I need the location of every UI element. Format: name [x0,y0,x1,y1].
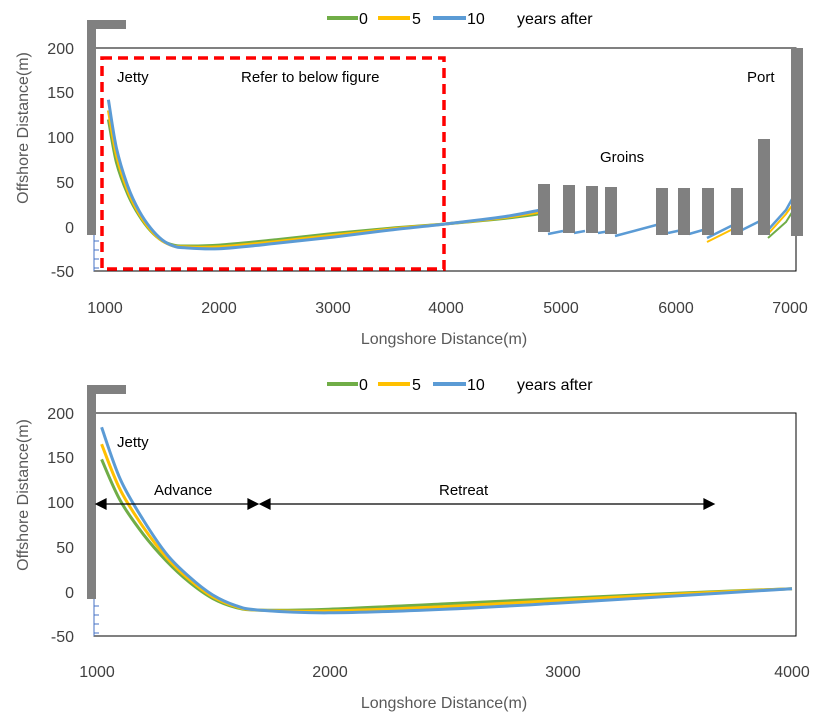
x-tick: 3000 [315,300,351,317]
bottom-y-ticks: 200 150 100 50 0 -50 [47,406,74,646]
y-tick: -50 [51,264,74,281]
y-tick: 50 [56,540,74,557]
y-tick: 0 [65,585,74,602]
series-line-5 [100,443,793,613]
groins [538,139,770,235]
legend-label-10: 10 [467,11,485,28]
y-tick: 100 [47,495,74,512]
shoreline-segment [706,222,736,240]
port-structure [791,48,803,236]
shoreline-segment [688,228,704,236]
x-tick: 5000 [543,300,579,317]
y-tick: 50 [56,175,74,192]
groins-label: Groins [600,149,644,166]
y-tick: 0 [65,220,74,237]
advance-arrow-left [94,498,107,510]
series-line-10 [106,99,540,251]
top-x-ticks: 1000 2000 3000 4000 5000 6000 7000 [87,300,808,317]
top-y-ticks: 200 150 100 50 0 -50 [47,41,74,281]
bottom-y-axis-label: Offshore Distance(m) [15,419,32,571]
series-line-10 [100,426,793,615]
jetty-label: Jetty [117,69,149,86]
y-tick: 100 [47,130,74,147]
x-tick: 3000 [545,664,581,681]
y-tick: 150 [47,85,74,102]
groin [678,188,690,235]
top-left-axis [93,232,99,271]
top-series-lines [106,99,540,251]
x-tick: 1000 [79,664,115,681]
bottom-jetty-structure [87,385,126,599]
top-jetty-structure [87,20,126,235]
series-line-5 [106,110,540,249]
x-tick: 6000 [658,300,694,317]
bottom-left-axis [93,597,99,636]
groin [586,186,598,233]
shoreline-segment [573,229,586,235]
x-tick: 7000 [772,300,808,317]
top-y-axis-label: Offshore Distance(m) [15,52,32,204]
x-tick: 2000 [201,300,237,317]
advance-label: Advance [154,482,212,499]
top-legend: 0 5 10 years after [327,11,593,28]
shoreline-segment [706,227,736,243]
y-tick: 200 [47,406,74,423]
top-x-axis-label: Longshore Distance(m) [361,331,527,348]
groin [605,187,617,234]
groin [563,185,575,233]
x-tick: 2000 [312,664,348,681]
groin [702,188,714,235]
jetty-head [87,20,126,29]
x-tick: 1000 [87,300,123,317]
legend-label-5: 5 [412,377,421,394]
zoom-region-box [100,56,446,271]
groin [538,184,550,232]
advance-arrow-right [247,498,260,510]
legend-label-5: 5 [412,11,421,28]
jetty-pier [87,385,96,599]
series-line-0 [106,119,540,248]
y-tick: 150 [47,450,74,467]
shoreline-segment [547,229,564,236]
jetty-head [87,385,126,394]
y-tick: 200 [47,41,74,58]
bottom-chart: 0 5 10 years after 200 150 100 50 0 -50 … [15,377,810,712]
legend-label-0: 0 [359,11,368,28]
legend-label-10: 10 [467,377,485,394]
groin [731,188,743,235]
bottom-x-ticks: 1000 2000 3000 4000 [79,664,810,681]
annotation-arrows [94,498,716,510]
groin-shoreline-5 [706,199,797,243]
x-tick: 4000 [774,664,810,681]
bottom-x-axis-label: Longshore Distance(m) [361,695,527,712]
top-chart: 0 5 10 years after 200 150 100 50 0 -50 … [15,11,808,348]
port-label: Port [747,69,775,86]
legend-suffix: years after [517,377,593,394]
shoreline-segment [614,222,661,238]
jetty-label: Jetty [117,434,149,451]
bottom-legend: 0 5 10 years after [327,377,593,394]
jetty-pier [87,20,96,235]
legend-label-0: 0 [359,377,368,394]
retreat-label: Retreat [439,482,489,499]
legend-suffix: years after [517,11,593,28]
bottom-series-lines [100,426,793,615]
groin [758,139,770,235]
box-note: Refer to below figure [241,69,379,86]
groin [656,188,668,235]
x-tick: 4000 [428,300,464,317]
y-tick: -50 [51,629,74,646]
retreat-arrow-left [258,498,271,510]
retreat-arrow-right [703,498,716,510]
